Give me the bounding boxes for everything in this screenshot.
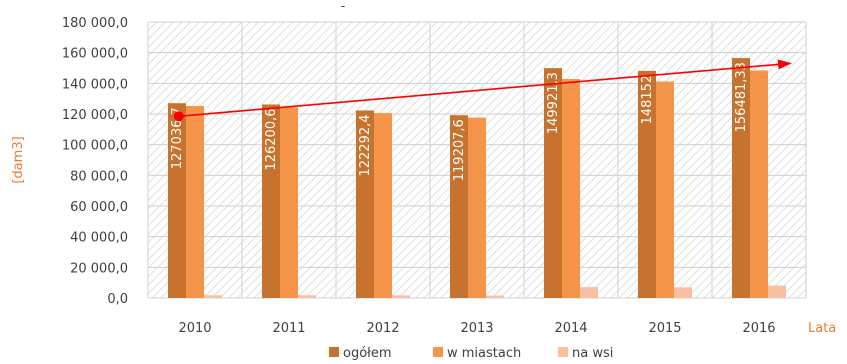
data-label: 156481,33 (734, 62, 749, 132)
bar-w-miastach-2013 (468, 117, 486, 299)
data-label: 148152 (640, 75, 655, 125)
bar-na-wsi-2012 (392, 295, 410, 298)
data-label: 119207,6 (452, 119, 467, 181)
legend: ogółem w miastach na wsi (329, 346, 613, 361)
x-tick-label: 2015 (648, 321, 681, 336)
x-tick-labels: 2010 2011 2012 2013 2014 2015 2016 (178, 321, 775, 336)
bar-ogółem-2012 (356, 110, 374, 298)
bar-na-wsi-2010 (204, 295, 222, 298)
bar-w-miastach-2012 (374, 113, 392, 298)
bars (168, 58, 786, 299)
y-tick-label: 60 000,0 (70, 200, 128, 215)
y-tick-label: 20 000,0 (70, 261, 128, 276)
legend-label: na wsi (572, 346, 613, 361)
legend-swatch (558, 347, 568, 357)
y-tick-label: 100 000,0 (62, 139, 128, 154)
data-label: 126200,6 (264, 108, 279, 170)
x-tick-label: 2013 (460, 321, 493, 336)
bar-ogółem-2016 (732, 58, 750, 298)
y-tick-label: 120 000,0 (62, 108, 128, 123)
bar-w-miastach-2016 (750, 70, 768, 298)
bar-na-wsi-2016 (768, 285, 786, 298)
x-tick-label: 2014 (554, 321, 587, 336)
bar-na-wsi-2013 (486, 295, 504, 298)
data-label: 127036,7 (170, 107, 185, 169)
trend-arrow-group (173, 59, 792, 122)
x-tick-label: 2016 (742, 321, 775, 336)
y-axis-title: [dam3] (11, 136, 26, 183)
bar-w-miastach-2010 (186, 106, 204, 298)
bar-ogółem-2014 (544, 68, 562, 299)
bar-na-wsi-2011 (298, 295, 316, 298)
legend-swatch (329, 347, 339, 357)
y-tick-label: 160 000,0 (62, 47, 128, 62)
data-label: 122292,4 (358, 114, 373, 176)
x-tick-label: 2012 (366, 321, 399, 336)
data-label: 149921,3 (546, 72, 561, 134)
legend-swatch (433, 347, 443, 357)
trend-arrow (178, 59, 792, 118)
x-tick-label: 2011 (272, 321, 305, 336)
data-labels: 127036,7 126200,6 122292,4 119207,6 149921,3… (170, 62, 749, 181)
trend-arrow-start-dot (173, 111, 184, 122)
bar-ogółem-2015 (638, 70, 656, 298)
bar-w-miastach-2015 (656, 81, 674, 298)
legend-label: w miastach (447, 346, 521, 361)
y-tick-label: 40 000,0 (70, 231, 128, 246)
chart-title: - (341, 0, 345, 13)
legend-label: ogółem (343, 346, 392, 361)
bar-na-wsi-2014 (580, 287, 598, 298)
bar-ogółem-2010 (168, 103, 186, 299)
x-axis-title: Lata (808, 321, 836, 336)
bar-na-wsi-2015 (674, 287, 692, 298)
y-tick-label: 0,0 (107, 292, 128, 307)
bar-ogółem-2013 (450, 115, 468, 298)
bar-ogółem-2011 (262, 104, 280, 298)
bar-w-miastach-2014 (562, 79, 580, 298)
y-tick-label: 140 000,0 (62, 77, 128, 92)
bar-w-miastach-2011 (280, 107, 298, 299)
y-tick-labels: 0,0 20 000,0 40 000,0 60 000,0 80 000,0 100 0… (62, 16, 128, 307)
y-tick-label: 180 000,0 (62, 16, 128, 31)
y-tick-label: 80 000,0 (70, 169, 128, 184)
x-tick-label: 2010 (178, 321, 211, 336)
